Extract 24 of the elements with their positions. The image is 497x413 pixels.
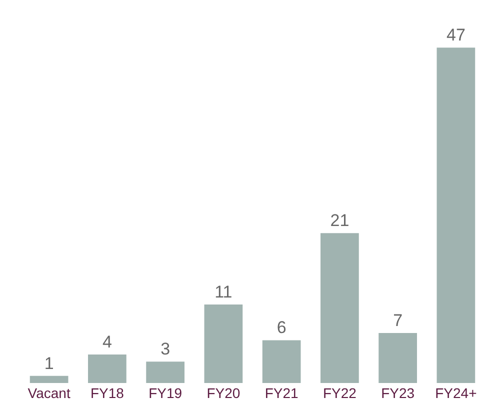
data-label: 4 bbox=[102, 332, 112, 352]
bar bbox=[88, 354, 126, 383]
x-tick-label: FY21 bbox=[264, 385, 298, 401]
bar bbox=[146, 362, 184, 383]
data-label: 21 bbox=[330, 211, 350, 230]
x-tick-label: Vacant bbox=[28, 385, 70, 401]
x-tick-label: FY19 bbox=[148, 385, 182, 401]
data-label: 6 bbox=[276, 318, 286, 338]
bar bbox=[204, 304, 243, 383]
x-tick-label: FY20 bbox=[206, 385, 240, 401]
x-tick-label: FY23 bbox=[381, 385, 415, 401]
x-tick-label: FY22 bbox=[322, 385, 357, 401]
x-tick-label: FY24+ bbox=[435, 385, 477, 401]
bar bbox=[262, 340, 301, 383]
bar bbox=[30, 376, 68, 383]
bar bbox=[320, 233, 359, 383]
x-tick-label: FY18 bbox=[90, 385, 124, 401]
data-label: 47 bbox=[446, 26, 466, 45]
bar bbox=[378, 333, 417, 383]
data-label: 1 bbox=[44, 354, 54, 373]
data-label: 3 bbox=[160, 340, 170, 359]
data-label: 7 bbox=[393, 311, 403, 330]
bar bbox=[436, 48, 476, 383]
data-label: 11 bbox=[214, 282, 232, 302]
